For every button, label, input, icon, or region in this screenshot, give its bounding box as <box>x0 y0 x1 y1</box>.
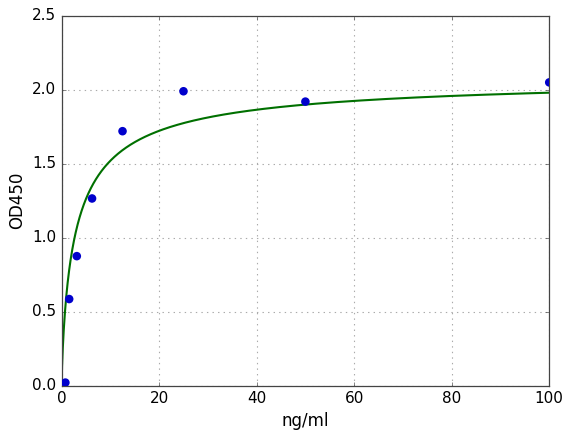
X-axis label: ng/ml: ng/ml <box>281 412 329 430</box>
Point <box>118 128 127 135</box>
Y-axis label: OD450: OD450 <box>9 172 26 230</box>
Point <box>545 79 554 86</box>
Point <box>72 253 81 260</box>
Point <box>179 88 188 95</box>
Point <box>301 98 310 105</box>
Point <box>65 296 74 303</box>
Point <box>88 195 97 202</box>
Point <box>61 379 70 386</box>
